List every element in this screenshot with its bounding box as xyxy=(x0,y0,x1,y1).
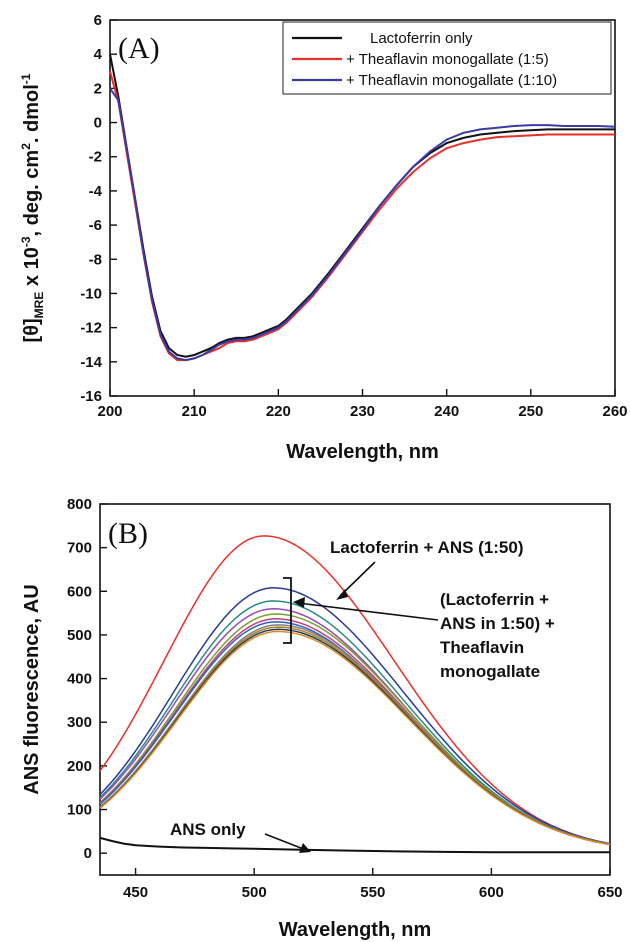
y-tick-label-b: 400 xyxy=(67,671,92,688)
annotation-arrowhead-2 xyxy=(293,597,305,608)
y-title-sup: -1 xyxy=(19,73,33,84)
annotation-ans-only: ANS only xyxy=(170,820,246,839)
emission-curve-1 xyxy=(99,535,611,845)
y-tick-label-a: -8 xyxy=(89,251,102,268)
emission-curve-9 xyxy=(99,626,611,846)
y-title-sub: MRE xyxy=(32,292,46,319)
legend-a: Lactoferrin only + Theaflavin monogallate… xyxy=(282,21,612,95)
annotation-lactoferrin-ans: Lactoferrin + ANS (1:50) xyxy=(330,538,524,557)
annotation-arrowhead-1 xyxy=(336,589,348,600)
x-axis-title-b: Wavelength, nm xyxy=(279,919,432,941)
emission-curve-2 xyxy=(99,587,611,845)
y-tick-label-b: 100 xyxy=(67,802,92,819)
y-title-part: [θ] xyxy=(21,318,43,342)
x-tick-label-b: 450 xyxy=(123,884,148,901)
y-title-sup: 2 xyxy=(19,143,33,150)
legend-label-a-2: + Theaflavin monogallate (1:5) xyxy=(346,51,549,68)
y-tick-label-a: -10 xyxy=(80,285,102,302)
y-tick-label-a: -4 xyxy=(89,183,103,200)
y-title-part: x 10 xyxy=(21,247,43,291)
y-tick-label-b: 500 xyxy=(67,627,92,644)
annotation-mixture-line: monogallate xyxy=(440,662,540,681)
plot-frame-b xyxy=(99,503,611,876)
annotation-arrow-3 xyxy=(264,833,307,851)
y-tick-label-a: -16 xyxy=(80,388,102,405)
annotation-arrow-2 xyxy=(297,602,439,621)
x-tick-label-b: 650 xyxy=(597,884,622,901)
x-tick-label-a: 250 xyxy=(518,403,543,420)
panel-b: 0 100 200 300 400 500 600 700 800 450 500 550 600 650… xyxy=(21,496,623,941)
y-tick-label-a: -14 xyxy=(80,354,102,371)
y-tick-label-b: 600 xyxy=(67,583,92,600)
x-axis-title-a: Wavelength, nm xyxy=(286,441,439,463)
y-title-sup: -3 xyxy=(19,236,33,247)
y-axis-title-a: [θ]MRE x 10-3, deg. cm2. dmol-1 xyxy=(19,73,46,342)
y-tick-label-a: -6 xyxy=(89,217,102,234)
x-tick-label-b: 550 xyxy=(360,884,385,901)
emission-curve-11 xyxy=(99,630,611,846)
annotation-arrowhead-3 xyxy=(299,843,311,853)
series-line-a-2 xyxy=(109,71,615,362)
y-tick-label-a: 6 xyxy=(94,12,102,29)
y-title-part: . dmol xyxy=(21,84,43,143)
panel-label-b: (B) xyxy=(108,517,148,550)
y-tick-label-b: 300 xyxy=(67,714,92,731)
y-tick-label-a: 4 xyxy=(94,46,103,63)
series-line-a-1 xyxy=(109,54,615,358)
y-tick-label-b: 200 xyxy=(67,758,92,775)
annotation-arrow-1 xyxy=(339,561,376,597)
legend-label-a-1: Lactoferrin only xyxy=(370,30,473,47)
y-tick-label-b: 700 xyxy=(67,540,92,557)
series-line-a-3 xyxy=(109,87,616,362)
annotation-bracket xyxy=(283,577,292,644)
ans-only-curve xyxy=(99,836,610,854)
x-tick-label-b: 500 xyxy=(242,884,267,901)
x-tick-label-a: 220 xyxy=(266,403,291,420)
x-tick-label-a: 200 xyxy=(97,403,122,420)
legend-label-a-3: + Theaflavin monogallate (1:10) xyxy=(346,72,557,89)
y-axis-title-b: ANS fluorescence, AU xyxy=(21,584,43,794)
x-tick-label-a: 260 xyxy=(602,403,627,420)
annotation-mixture-line: ANS in 1:50) + xyxy=(440,614,555,633)
emission-curve-5 xyxy=(99,613,611,845)
y-title-part: , deg. cm xyxy=(21,150,43,237)
emission-curve-4 xyxy=(99,608,611,846)
x-tick-label-a: 240 xyxy=(434,403,459,420)
y-tick-label-b: 0 xyxy=(84,845,92,862)
x-tick-label-b: 600 xyxy=(479,884,504,901)
y-tick-label-a: 0 xyxy=(94,115,102,132)
x-tick-label-a: 210 xyxy=(182,403,207,420)
y-tick-label-a: -2 xyxy=(89,149,102,166)
panel-label-a: (A) xyxy=(118,32,160,65)
y-tick-label-a: 2 xyxy=(94,80,102,97)
annotation-mixture-line: (Lactoferrin + xyxy=(440,590,549,609)
x-tick-label-a: 230 xyxy=(350,403,375,420)
annotation-mixture-line: Theaflavin xyxy=(440,638,524,657)
y-tick-label-b: 800 xyxy=(67,496,92,513)
y-tick-label-a: -12 xyxy=(80,320,102,337)
